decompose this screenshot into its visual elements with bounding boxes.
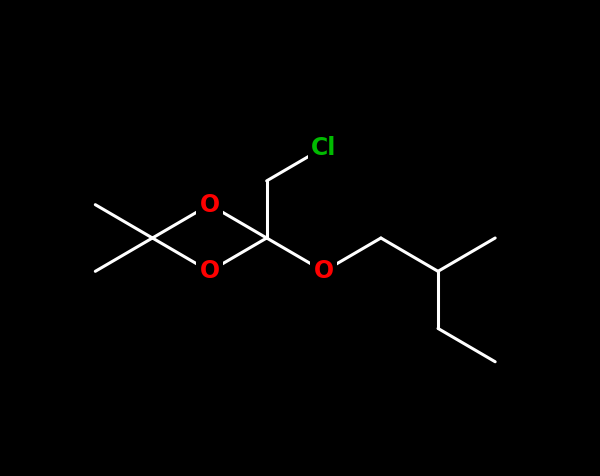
Text: O: O bbox=[314, 259, 334, 283]
Text: O: O bbox=[199, 259, 220, 283]
Text: O: O bbox=[199, 193, 220, 217]
Text: Cl: Cl bbox=[311, 136, 337, 159]
